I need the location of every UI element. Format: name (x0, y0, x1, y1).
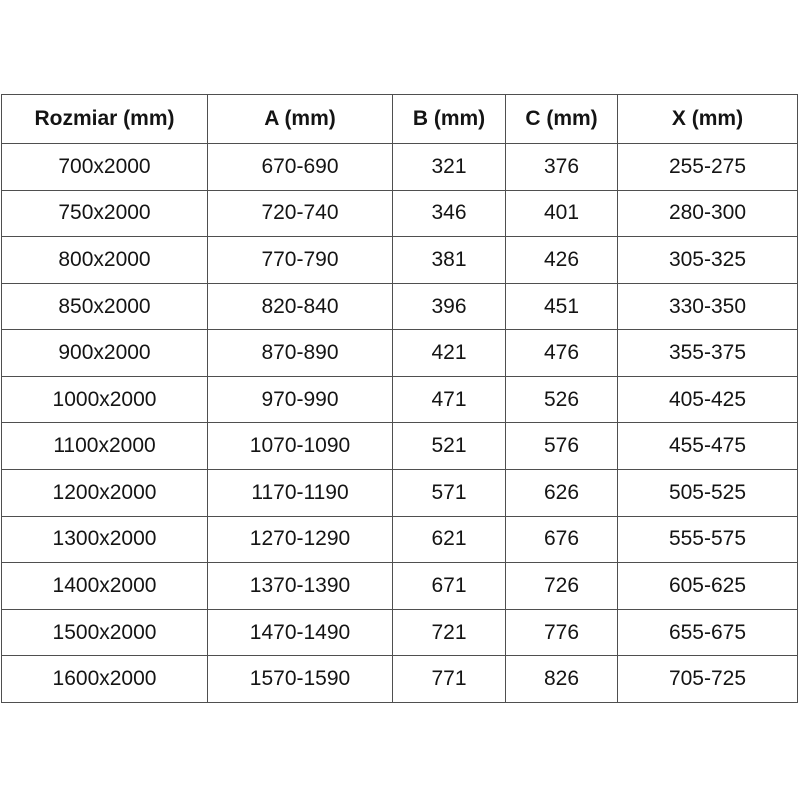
table-cell: 850x2000 (1, 282, 208, 331)
table-cell: 1370-1390 (207, 562, 393, 610)
table-row: 1300x2000 1270-1290 621 676 555-575 (1, 515, 798, 564)
table-cell: 255-275 (617, 143, 798, 191)
table-cell: 1500x2000 (1, 608, 208, 657)
table-cell: 571 (392, 469, 506, 517)
table-cell: 555-575 (617, 515, 798, 564)
table-cell: 720-740 (207, 189, 393, 238)
table-cell: 800x2000 (1, 236, 208, 284)
header-row: Rozmiar (mm) A (mm) B (mm) C (mm) X (mm) (1, 94, 798, 144)
column-header-c: C (mm) (505, 94, 618, 144)
table-cell: 670-690 (207, 143, 393, 191)
table-row: 800x2000 770-790 381 426 305-325 (1, 236, 798, 284)
table-cell: 700x2000 (1, 143, 208, 191)
table-row: 1400x2000 1370-1390 671 726 605-625 (1, 562, 798, 610)
table-cell: 776 (505, 608, 618, 657)
table-cell: 626 (505, 469, 618, 517)
table-cell: 1300x2000 (1, 515, 208, 564)
table-cell: 526 (505, 375, 618, 424)
table-cell: 1600x2000 (1, 655, 208, 703)
table-cell: 321 (392, 143, 506, 191)
table-cell: 381 (392, 236, 506, 284)
table-row: 1500x2000 1470-1490 721 776 655-675 (1, 608, 798, 657)
table-row: 750x2000 720-740 346 401 280-300 (1, 189, 798, 238)
table-cell: 455-475 (617, 422, 798, 471)
table-cell: 676 (505, 515, 618, 564)
table-row: 1000x2000 970-990 471 526 405-425 (1, 375, 798, 424)
table-cell: 376 (505, 143, 618, 191)
table-cell: 405-425 (617, 375, 798, 424)
table-cell: 330-350 (617, 282, 798, 331)
column-header-a: A (mm) (207, 94, 393, 144)
table-cell: 396 (392, 282, 506, 331)
table-cell: 305-325 (617, 236, 798, 284)
table-cell: 280-300 (617, 189, 798, 238)
table-cell: 1070-1090 (207, 422, 393, 471)
table-cell: 401 (505, 189, 618, 238)
table-cell: 1270-1290 (207, 515, 393, 564)
table-row: 900x2000 870-890 421 476 355-375 (1, 329, 798, 377)
table-cell: 1000x2000 (1, 375, 208, 424)
table-cell: 346 (392, 189, 506, 238)
dimensions-table: Rozmiar (mm) A (mm) B (mm) C (mm) X (mm)… (1, 94, 798, 703)
table-cell: 900x2000 (1, 329, 208, 377)
table-cell: 726 (505, 562, 618, 610)
column-header-x: X (mm) (617, 94, 798, 144)
table-row: 1100x2000 1070-1090 521 576 455-475 (1, 422, 798, 471)
table-cell: 471 (392, 375, 506, 424)
table-cell: 750x2000 (1, 189, 208, 238)
table-cell: 770-790 (207, 236, 393, 284)
table-cell: 705-725 (617, 655, 798, 703)
table-cell: 621 (392, 515, 506, 564)
table-cell: 451 (505, 282, 618, 331)
table-cell: 605-625 (617, 562, 798, 610)
table-cell: 1170-1190 (207, 469, 393, 517)
table-row: 1200x2000 1170-1190 571 626 505-525 (1, 469, 798, 517)
table-row: 850x2000 820-840 396 451 330-350 (1, 282, 798, 331)
table-cell: 1200x2000 (1, 469, 208, 517)
table-cell: 1400x2000 (1, 562, 208, 610)
table-cell: 355-375 (617, 329, 798, 377)
table-cell: 771 (392, 655, 506, 703)
table-body: 700x2000 670-690 321 376 255-275 750x2000 720-… (1, 143, 798, 703)
table-cell: 721 (392, 608, 506, 657)
table-cell: 421 (392, 329, 506, 377)
table-cell: 1100x2000 (1, 422, 208, 471)
table-cell: 1470-1490 (207, 608, 393, 657)
table-row: 700x2000 670-690 321 376 255-275 (1, 143, 798, 191)
column-header-rozmiar: Rozmiar (mm) (1, 94, 208, 144)
table-cell: 870-890 (207, 329, 393, 377)
column-header-b: B (mm) (392, 94, 506, 144)
table-cell: 505-525 (617, 469, 798, 517)
table-cell: 1570-1590 (207, 655, 393, 703)
table-cell: 576 (505, 422, 618, 471)
table-cell: 426 (505, 236, 618, 284)
table-cell: 970-990 (207, 375, 393, 424)
table-cell: 826 (505, 655, 618, 703)
table-row: 1600x2000 1570-1590 771 826 705-725 (1, 655, 798, 703)
table-cell: 820-840 (207, 282, 393, 331)
table-cell: 655-675 (617, 608, 798, 657)
table-cell: 521 (392, 422, 506, 471)
table-cell: 671 (392, 562, 506, 610)
table-cell: 476 (505, 329, 618, 377)
